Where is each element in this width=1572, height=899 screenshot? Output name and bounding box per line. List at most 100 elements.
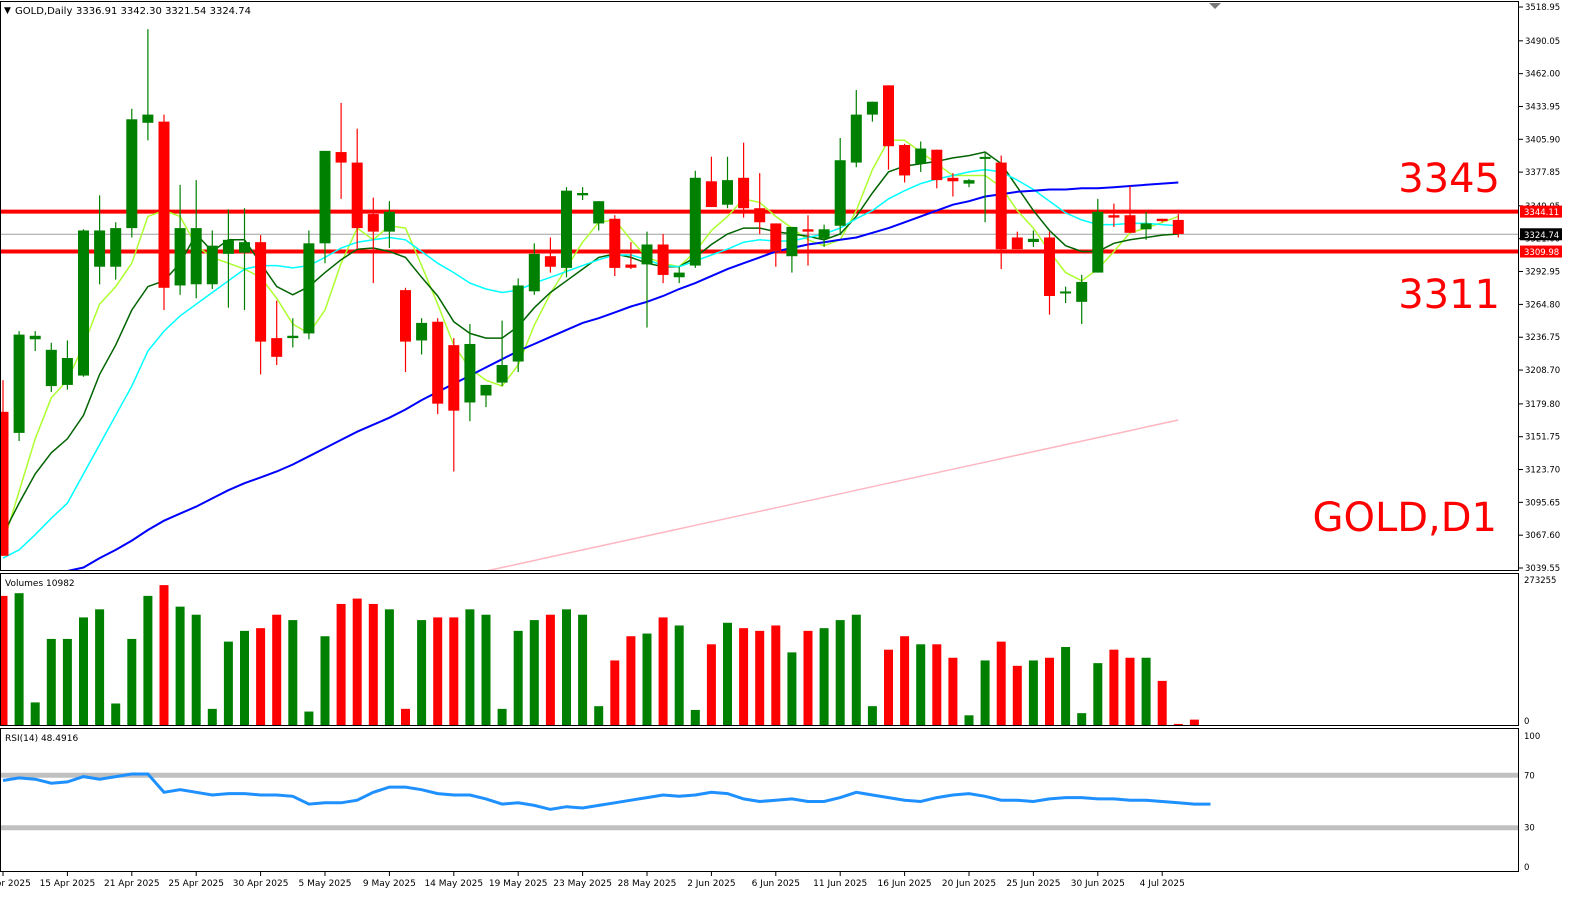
candle[interactable] xyxy=(383,201,395,249)
candle[interactable] xyxy=(61,340,73,390)
candle[interactable] xyxy=(883,85,894,170)
candle[interactable] xyxy=(222,209,234,308)
candle[interactable] xyxy=(287,318,299,348)
volume-bar xyxy=(900,636,910,725)
candle[interactable] xyxy=(754,173,766,234)
candle-body xyxy=(1172,219,1184,234)
candle[interactable] xyxy=(142,29,154,141)
candle-body xyxy=(464,343,476,403)
candle[interactable] xyxy=(1011,231,1023,250)
candle[interactable] xyxy=(544,237,556,273)
candle[interactable] xyxy=(432,318,444,415)
volume-bar xyxy=(1045,657,1054,725)
candle[interactable] xyxy=(850,90,862,168)
candle[interactable] xyxy=(963,178,975,188)
candle-body xyxy=(1027,238,1039,242)
volume-panel-frame xyxy=(0,573,1519,726)
candle[interactable] xyxy=(641,231,653,328)
candle[interactable] xyxy=(400,287,411,373)
candle-body xyxy=(94,230,106,267)
volume-bar xyxy=(658,617,668,725)
candle[interactable] xyxy=(1156,218,1168,223)
volume-bar xyxy=(272,614,282,725)
candle-body xyxy=(174,228,186,286)
volume-bar xyxy=(529,620,539,725)
volume-bar xyxy=(95,609,105,725)
candle[interactable] xyxy=(979,152,991,223)
candle[interactable] xyxy=(1076,274,1088,325)
candle[interactable] xyxy=(448,338,460,472)
rsi-line xyxy=(2,772,1211,811)
candle[interactable] xyxy=(1140,211,1152,240)
candle[interactable] xyxy=(335,102,347,199)
candle-body xyxy=(609,218,621,268)
candle[interactable] xyxy=(1044,231,1055,315)
candle[interactable] xyxy=(561,187,572,278)
candle[interactable] xyxy=(174,184,186,295)
candle[interactable] xyxy=(1092,198,1104,273)
candle[interactable] xyxy=(625,242,637,270)
candle[interactable] xyxy=(78,229,89,377)
candle[interactable] xyxy=(802,215,814,266)
chart-shift-marker[interactable] xyxy=(1209,3,1221,9)
candle[interactable] xyxy=(1027,230,1039,247)
candle[interactable] xyxy=(126,108,138,238)
candle[interactable] xyxy=(1124,185,1136,233)
candle[interactable] xyxy=(496,320,508,387)
candle[interactable] xyxy=(995,155,1007,270)
candle[interactable] xyxy=(94,195,106,285)
candle[interactable] xyxy=(416,318,428,355)
candle[interactable] xyxy=(512,278,524,373)
volume-bar xyxy=(964,715,974,725)
candle[interactable] xyxy=(866,101,878,122)
volume-bar xyxy=(320,636,330,725)
volume-bar xyxy=(723,622,732,725)
candle[interactable] xyxy=(609,215,621,277)
candle[interactable] xyxy=(673,266,685,284)
candle[interactable] xyxy=(722,156,733,209)
candle[interactable] xyxy=(110,222,122,280)
candle[interactable] xyxy=(464,324,476,422)
candle[interactable] xyxy=(239,208,250,311)
candle[interactable] xyxy=(899,143,911,183)
candle[interactable] xyxy=(1060,286,1072,304)
candle[interactable] xyxy=(915,141,927,172)
volume-bar xyxy=(513,630,523,725)
candle[interactable] xyxy=(271,300,283,366)
candle[interactable] xyxy=(1172,214,1184,238)
candle[interactable] xyxy=(818,224,830,247)
candle[interactable] xyxy=(786,226,798,273)
header-arrow-icon[interactable]: ▼ xyxy=(4,6,11,16)
candle[interactable] xyxy=(206,230,218,289)
candle[interactable] xyxy=(657,233,669,284)
candle[interactable] xyxy=(45,342,57,392)
candle-body xyxy=(222,239,234,254)
candle[interactable] xyxy=(705,156,717,208)
candle[interactable] xyxy=(303,230,315,340)
candle[interactable] xyxy=(770,223,782,267)
candle[interactable] xyxy=(351,128,363,250)
volume-y-label: 0 xyxy=(1524,717,1529,727)
candle[interactable] xyxy=(319,150,331,264)
candle[interactable] xyxy=(577,187,589,201)
candle[interactable] xyxy=(13,331,25,442)
candle[interactable] xyxy=(29,331,41,351)
candle[interactable] xyxy=(931,149,943,189)
candle[interactable] xyxy=(480,384,492,408)
candle[interactable] xyxy=(1108,203,1120,227)
candle-body xyxy=(480,384,492,396)
candle[interactable] xyxy=(0,380,9,556)
candle[interactable] xyxy=(190,180,202,299)
candle[interactable] xyxy=(947,173,959,197)
volume-bar xyxy=(143,595,153,725)
candle[interactable] xyxy=(255,235,267,375)
candle-body xyxy=(400,290,411,342)
candle-body xyxy=(561,190,572,268)
candle[interactable] xyxy=(834,138,846,236)
candle[interactable] xyxy=(689,170,701,268)
candle[interactable] xyxy=(738,142,750,218)
candle[interactable] xyxy=(158,114,170,311)
candle[interactable] xyxy=(593,201,605,231)
candle[interactable] xyxy=(528,243,540,295)
candle[interactable] xyxy=(367,197,379,284)
